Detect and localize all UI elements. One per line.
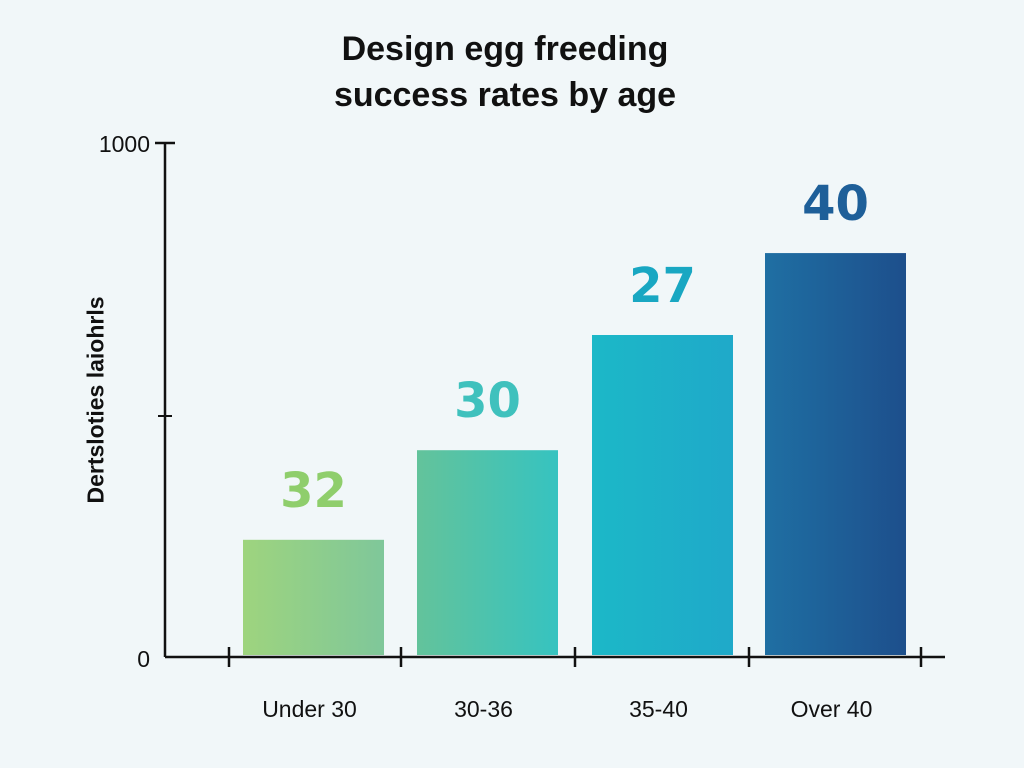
x-tick-label-over-40: Over 40: [791, 696, 873, 722]
chart-title: Design egg freeding success rates by age: [0, 26, 1010, 118]
bar-30-36: [417, 450, 558, 655]
data-label-30-36: 30: [454, 373, 521, 429]
y-tick-label-top: 1000: [99, 131, 150, 157]
x-tick-label-30-36: 30-36: [454, 696, 513, 722]
x-tick-label-35-40: 35-40: [629, 696, 688, 722]
chart-title-line-2: success rates by age: [333, 76, 677, 114]
y-tick-label-bottom: 0: [137, 646, 150, 672]
x-tick-label-under-30: Under 30: [262, 696, 357, 722]
data-label-35-40: 27: [629, 258, 696, 314]
chart-title-line-1: Design egg freeding: [341, 30, 669, 68]
bar-35-40: [592, 335, 733, 655]
bar-over-40: [765, 253, 906, 655]
data-label-under-30: 32: [280, 463, 347, 519]
data-label-over-40: 40: [802, 176, 869, 232]
bar-under-30: [243, 539, 384, 655]
